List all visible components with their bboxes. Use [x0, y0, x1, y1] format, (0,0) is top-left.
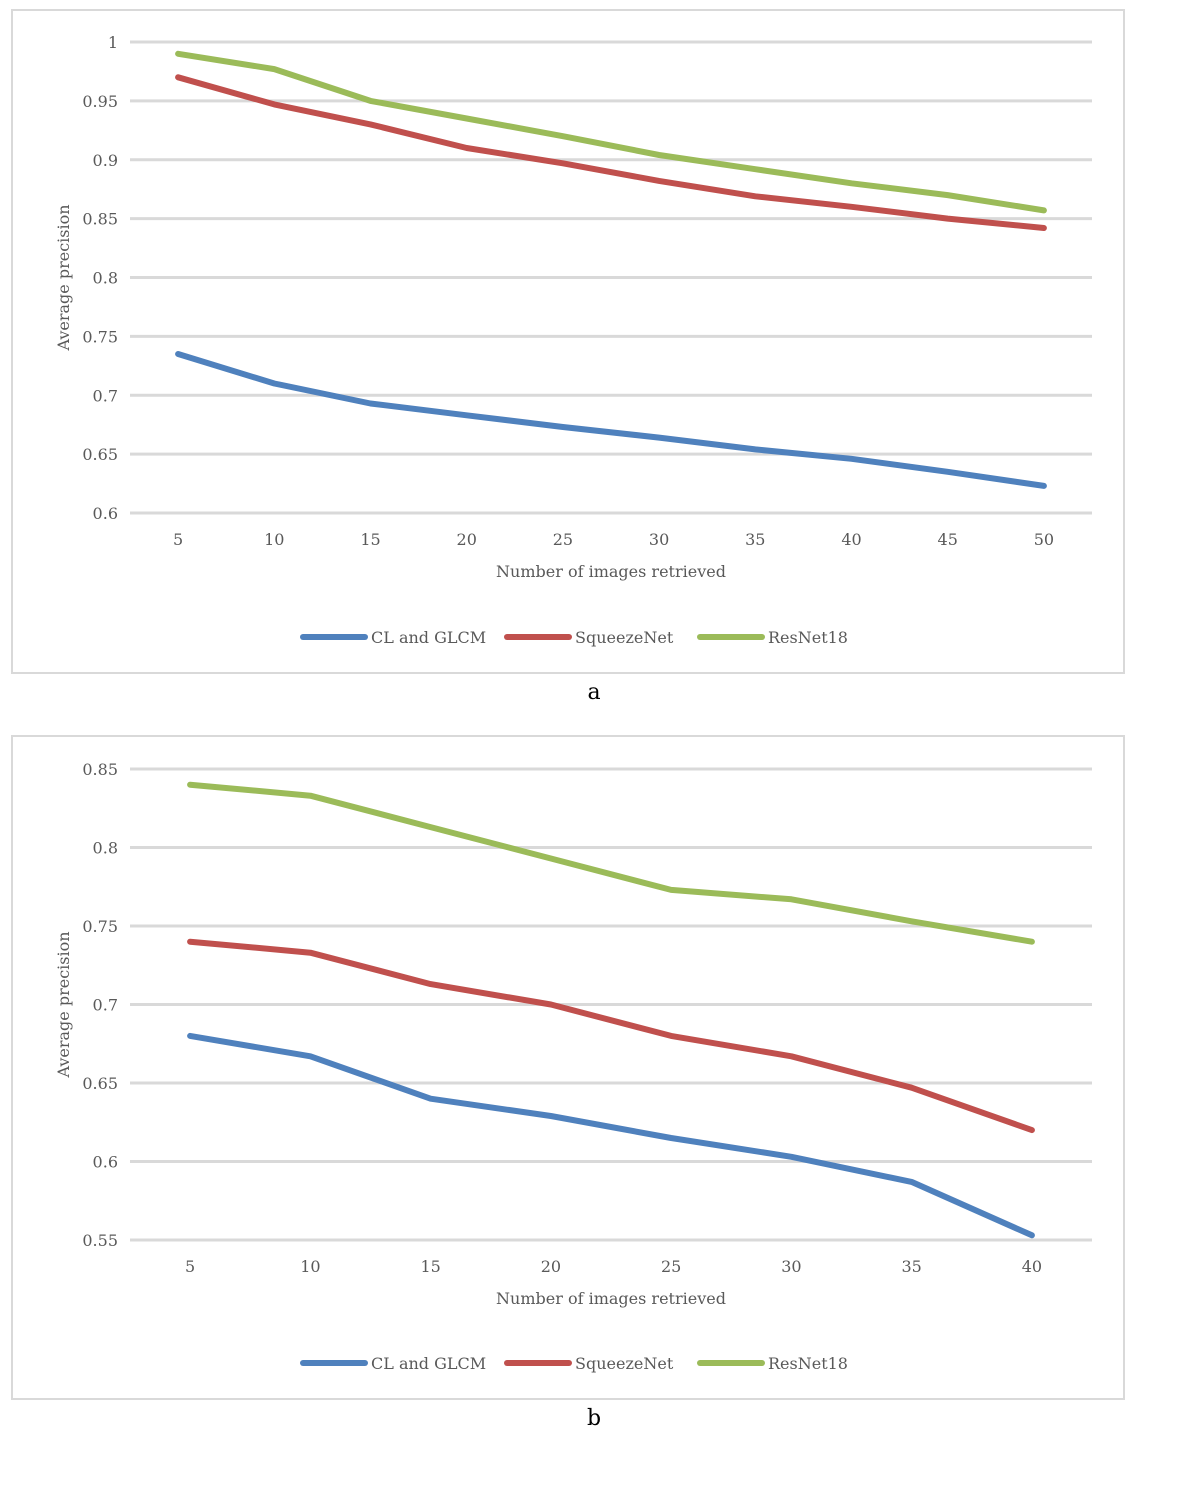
x-tick-label-b: 30	[781, 1257, 801, 1276]
chart-panel-b: 0.55 0.6 0.65 0.7 0.75 0.8 0.85 5 10 15 20 25 30 35 40…	[11, 735, 1125, 1400]
series-line-cl-and-glcm-b	[187, 1032, 1035, 1239]
x-tick-label-b: 15	[420, 1257, 440, 1276]
chart-caption-b: b	[586, 1406, 602, 1431]
x-tick-label-b: 20	[541, 1257, 561, 1276]
legend-label-cl-and-glcm-a: CL and GLCM	[371, 628, 486, 647]
x-tick-label-a: 15	[360, 530, 380, 549]
legend-label-resnet18-b: ResNet18	[768, 1354, 848, 1373]
x-tick-label-a: 30	[649, 530, 669, 549]
x-tick-label-a: 25	[553, 530, 573, 549]
y-tick-label-a: 0.7	[93, 386, 118, 405]
y-tick-label-b: 0.7	[93, 996, 118, 1015]
x-tick-label-b: 35	[901, 1257, 921, 1276]
y-tick-label-a: 0.8	[93, 269, 118, 288]
x-tick-label-a: 35	[745, 530, 765, 549]
x-tick-label-a: 50	[1034, 530, 1054, 549]
x-tick-label-a: 40	[841, 530, 861, 549]
y-axis-title-b: Average precision	[54, 931, 73, 1078]
y-axis-title-a: Average precision	[54, 204, 73, 351]
y-tick-label-b: 0.6	[93, 1153, 118, 1172]
y-tick-label-a: 1	[108, 33, 118, 52]
x-axis-title-b: Number of images retrieved	[496, 1289, 726, 1308]
x-tick-label-a: 45	[938, 530, 958, 549]
x-tick-label-a: 5	[173, 530, 183, 549]
y-tick-label-a: 0.85	[82, 210, 118, 229]
series-line-squeezenet-b	[187, 938, 1035, 1134]
y-tick-label-b: 0.55	[82, 1231, 118, 1250]
x-tick-label-b: 40	[1022, 1257, 1042, 1276]
series-line-resnet18-b	[187, 781, 1035, 945]
line-chart-b: 0.55 0.6 0.65 0.7 0.75 0.8 0.85 5 10 15 20 25 30 35 40…	[54, 760, 1092, 1373]
y-tick-label-a: 0.95	[82, 92, 118, 111]
x-axis-title-a: Number of images retrieved	[496, 562, 726, 581]
y-tick-label-b: 0.85	[82, 760, 118, 779]
y-tick-label-b: 0.75	[82, 917, 118, 936]
y-tick-label-a: 0.6	[93, 504, 118, 523]
y-tick-label-a: 0.65	[82, 445, 118, 464]
y-tick-label-a: 0.75	[82, 327, 118, 346]
chart-caption-a: a	[587, 680, 601, 705]
legend-label-cl-and-glcm-b: CL and GLCM	[371, 1354, 486, 1373]
x-tick-label-a: 10	[264, 530, 284, 549]
series-line-squeezenet-a	[175, 74, 1047, 231]
x-tick-label-b: 5	[185, 1257, 195, 1276]
x-tick-label-b: 25	[661, 1257, 681, 1276]
y-tick-label-b: 0.8	[93, 839, 118, 858]
y-tick-label-b: 0.65	[82, 1074, 118, 1093]
series-line-resnet18-a	[175, 50, 1047, 214]
y-tick-label-a: 0.9	[93, 151, 118, 170]
chart-panel-a: 0.6 0.65 0.7 0.75 0.8 0.85 0.9 0.95 1 5 10 15 20 25 30…	[11, 9, 1125, 674]
x-tick-label-a: 20	[457, 530, 477, 549]
series-line-cl-and-glcm-a	[175, 351, 1047, 489]
legend-label-resnet18-a: ResNet18	[768, 628, 848, 647]
x-tick-label-b: 10	[300, 1257, 320, 1276]
legend-label-squeezenet-b: SqueezeNet	[575, 1354, 674, 1373]
legend-label-squeezenet-a: SqueezeNet	[575, 628, 674, 647]
